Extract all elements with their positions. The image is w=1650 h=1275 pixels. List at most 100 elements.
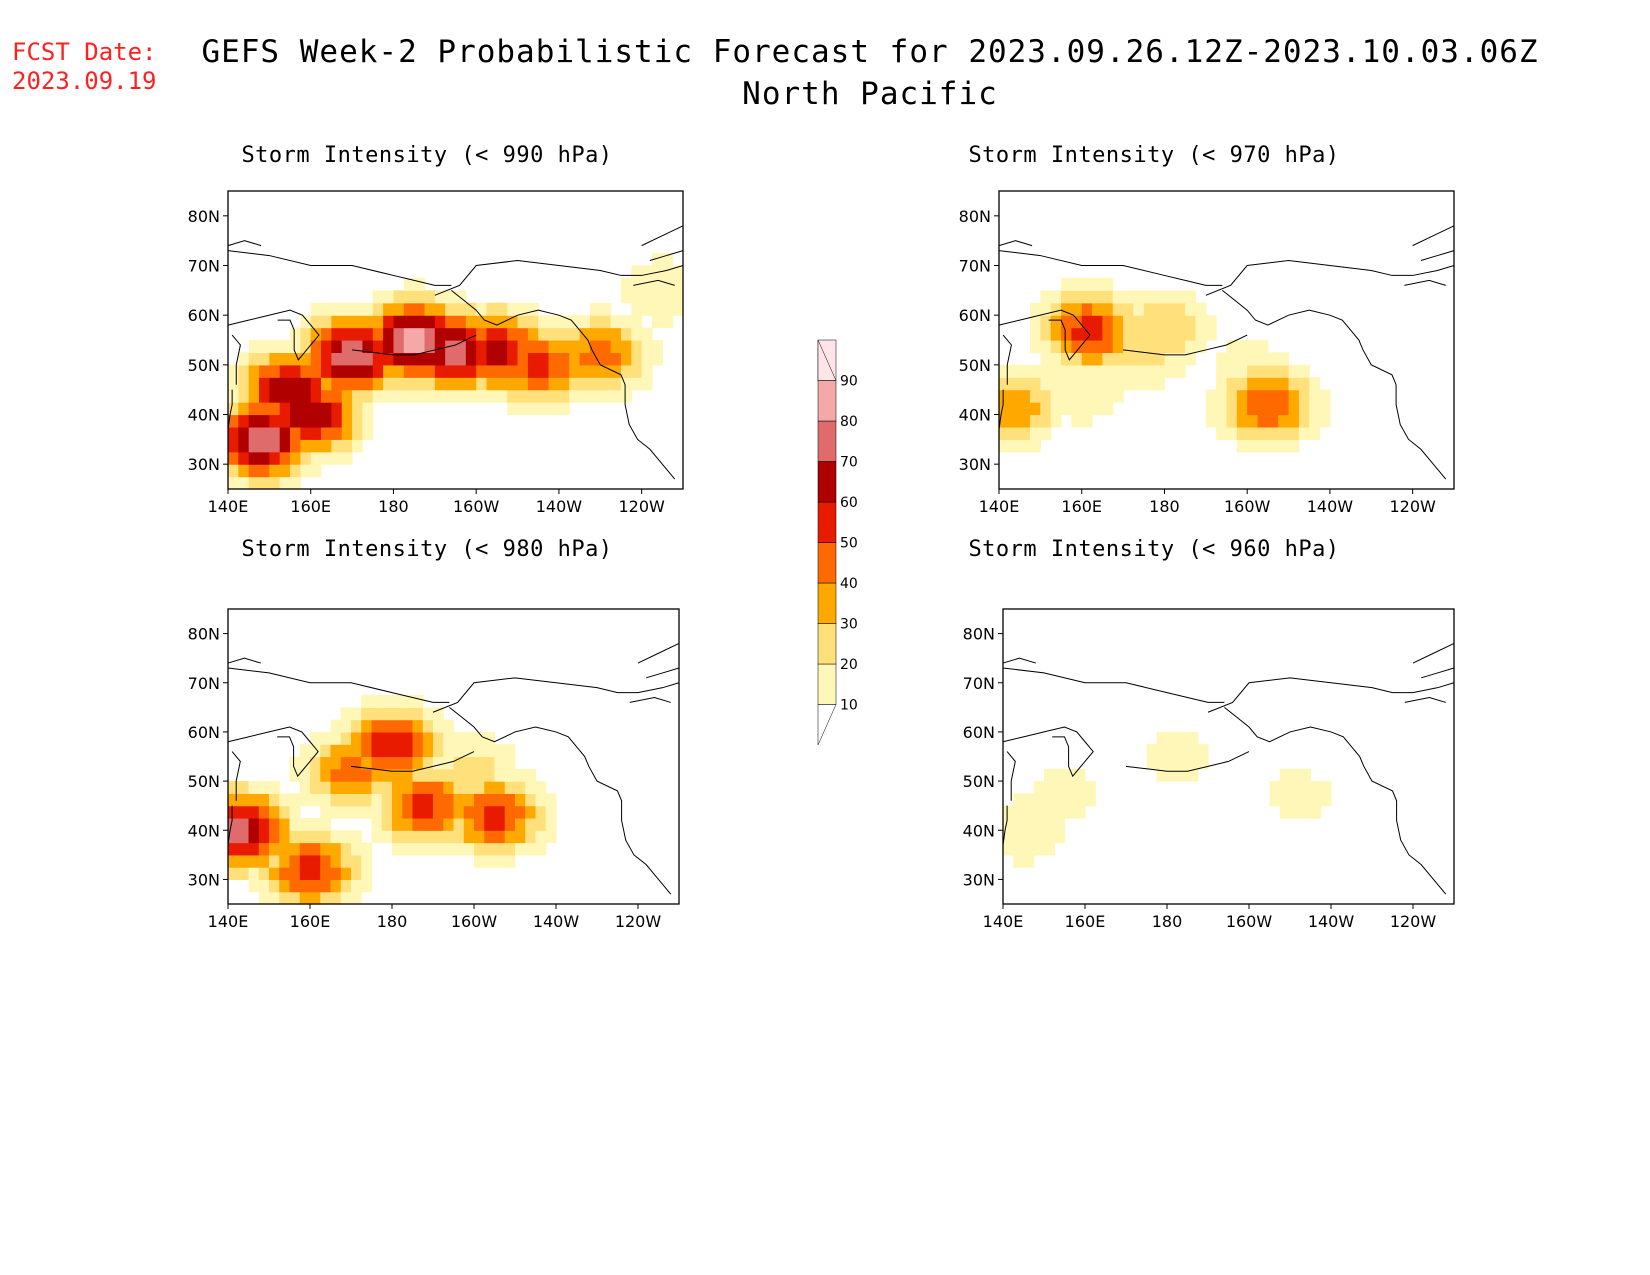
probability-cell	[320, 768, 332, 782]
probability-cell	[393, 290, 405, 304]
probability-cell	[341, 302, 353, 316]
probability-cell	[1040, 389, 1052, 403]
probability-cell	[290, 464, 301, 478]
probability-cell	[269, 867, 280, 881]
probability-cell	[589, 315, 601, 329]
probability-cell	[443, 805, 455, 819]
probability-cell	[258, 793, 270, 807]
probability-cell	[269, 402, 281, 416]
probability-cell	[999, 364, 1010, 378]
probability-cell	[238, 793, 250, 807]
probability-cell	[1216, 364, 1228, 378]
probability-cell	[320, 817, 332, 831]
probability-cell	[403, 352, 415, 366]
probability-cell	[1054, 817, 1066, 831]
probability-cell	[1279, 768, 1291, 782]
probability-cell	[321, 315, 333, 329]
probability-cell	[1044, 781, 1055, 794]
probability-cell	[238, 867, 250, 881]
probability-cell	[1247, 364, 1259, 378]
probability-cell	[445, 302, 457, 316]
probability-cell	[1154, 315, 1166, 329]
probability-cell	[422, 817, 434, 831]
probability-cell	[393, 340, 405, 354]
probability-cell	[433, 744, 444, 758]
probability-cell	[341, 327, 353, 341]
probability-cell	[515, 781, 526, 794]
probability-cell	[474, 830, 485, 844]
probability-cell	[1290, 781, 1301, 794]
probability-cell	[999, 377, 1010, 391]
probability-cell	[259, 402, 270, 416]
map-frame	[227, 190, 684, 490]
probability-cell	[279, 364, 291, 378]
probability-cell	[383, 302, 395, 316]
probability-cell	[1013, 854, 1025, 868]
probability-cell	[484, 854, 496, 868]
probability-cell	[610, 389, 622, 403]
probability-cell	[393, 364, 405, 378]
probability-cell	[641, 340, 653, 354]
probability-cell	[300, 315, 312, 329]
lon-tick-label: 160W	[1224, 497, 1271, 516]
probability-cell	[331, 426, 343, 440]
probability-cell	[310, 756, 321, 770]
probability-cell	[424, 340, 436, 354]
probability-cell	[600, 340, 612, 354]
probability-cell	[1061, 277, 1072, 291]
probability-cell	[362, 340, 374, 354]
probability-cell	[486, 315, 498, 329]
probability-cell	[1278, 402, 1290, 416]
probability-cell	[259, 389, 270, 403]
probability-cell	[538, 315, 550, 329]
probability-cell	[1226, 389, 1238, 403]
probability-cell	[290, 476, 301, 490]
probability-cell	[1009, 364, 1021, 378]
probability-cell	[1257, 364, 1269, 378]
coastline	[641, 225, 684, 247]
probability-cell	[1319, 414, 1331, 428]
probability-cell	[1267, 389, 1279, 403]
probability-cell	[228, 842, 239, 856]
probability-cell	[515, 830, 526, 844]
probability-cell	[1236, 364, 1248, 378]
probability-cell	[331, 389, 343, 403]
probability-cell	[474, 817, 485, 831]
probability-cell	[1278, 352, 1290, 366]
probability-cell	[535, 781, 547, 794]
probability-cell	[610, 315, 622, 329]
probability-cell	[631, 315, 643, 329]
probability-cell	[453, 781, 465, 794]
probability-cell	[279, 340, 291, 354]
colorbar-end	[817, 704, 837, 746]
probability-cell	[299, 768, 311, 782]
map-panel-p970: 140E 160E 180 160W 140W 120W 80N 70N 60N 50N 40N 30…	[959, 190, 1455, 516]
probability-cell	[1288, 377, 1300, 391]
probability-cell	[351, 781, 362, 794]
probability-cell	[434, 340, 446, 354]
map-panel-p980: 140E 160E 180 160W 140W 120W 80N 70N 60N 50N 40N 30…	[188, 608, 680, 931]
probability-cell	[504, 781, 516, 794]
coastline	[227, 726, 319, 778]
probability-cell	[545, 830, 557, 844]
probability-cell	[1133, 315, 1145, 329]
probability-cell	[1050, 414, 1062, 428]
probability-cell	[310, 891, 321, 905]
probability-cell	[434, 364, 446, 378]
probability-cell	[443, 768, 455, 782]
probability-cell	[1044, 805, 1055, 819]
probability-cell	[238, 817, 250, 831]
probability-cell	[258, 879, 270, 893]
probability-cell	[1195, 340, 1207, 354]
probability-cell	[474, 756, 485, 770]
lat-tick-label: 30N	[963, 870, 995, 889]
probability-cell	[1164, 352, 1176, 366]
probability-cell	[248, 793, 260, 807]
probability-cell	[1247, 402, 1259, 416]
probability-cell	[453, 756, 465, 770]
probability-cell	[1033, 830, 1045, 844]
probability-cell	[1064, 805, 1076, 819]
probability-cell	[1040, 426, 1052, 440]
probability-cell	[474, 842, 485, 856]
probability-cell	[1309, 389, 1321, 403]
